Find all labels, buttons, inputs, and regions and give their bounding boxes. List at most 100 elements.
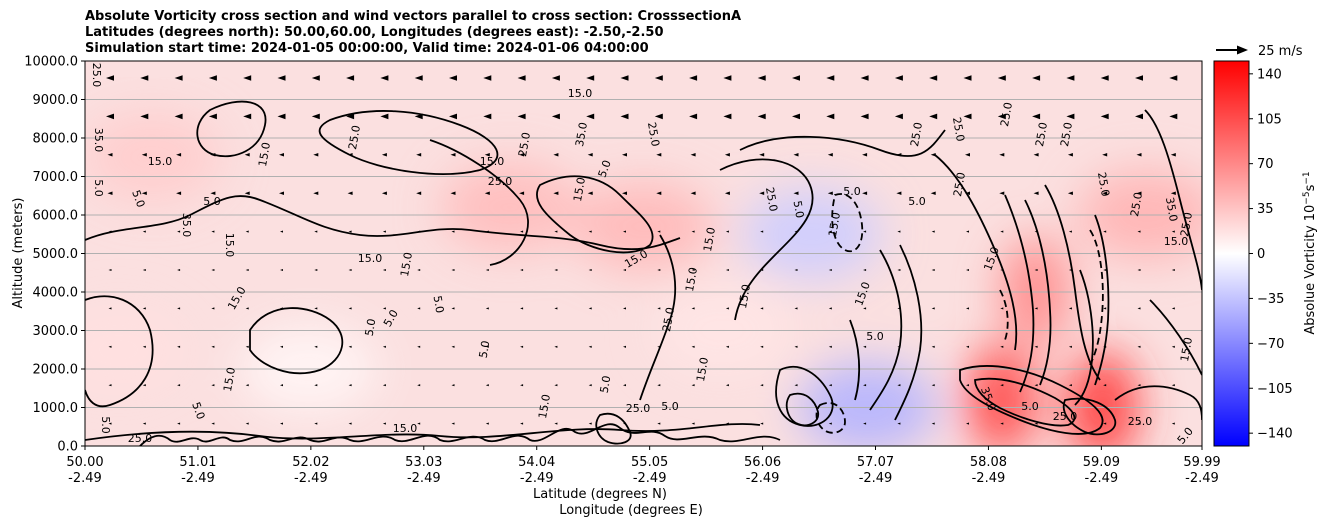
contour-line xyxy=(739,129,946,157)
contour-label-41: 25.0 xyxy=(951,171,968,197)
contour-label-53: 25.0 xyxy=(1128,415,1153,428)
wind-vector-220 xyxy=(1068,307,1072,310)
wind-vector-201 xyxy=(417,307,421,310)
contour-line xyxy=(775,365,834,427)
wind-vector-9 xyxy=(414,75,423,81)
wind-vector-250 xyxy=(1000,345,1004,348)
wind-vector-237 xyxy=(554,345,558,348)
contour-label-9: 15.0 xyxy=(221,366,238,392)
contour-label-28: 25.0 xyxy=(660,306,677,332)
wind-vector-130 xyxy=(177,230,181,233)
wind-vector-267 xyxy=(485,384,489,387)
wind-vector-59 xyxy=(1032,113,1041,120)
contour-line xyxy=(959,365,1104,435)
wind-vector-271 xyxy=(623,384,626,387)
wind-vector-311 xyxy=(897,422,901,425)
wind-vector-72 xyxy=(381,153,387,157)
wind-vector-64 xyxy=(107,153,113,157)
x-tick-label-lat-8: 58.08 xyxy=(970,455,1007,470)
wind-vector-245 xyxy=(828,345,832,348)
wind-vector-286 xyxy=(1137,384,1141,387)
wind-vector-236 xyxy=(520,345,524,348)
wind-vector-135 xyxy=(348,230,352,233)
contour-label-39: 25.0 xyxy=(908,121,925,147)
wind-vector-199 xyxy=(348,307,352,310)
wind-vector-142 xyxy=(588,230,592,233)
colorbar-tick-label-3: −35 xyxy=(1257,292,1284,307)
wind-vector-263 xyxy=(348,384,352,387)
contour-label-40: 25.0 xyxy=(950,116,967,142)
chart-title-line-3: Simulation start time: 2024-01-05 00:00:… xyxy=(85,41,649,56)
wind-vector-209 xyxy=(691,307,695,310)
wind-vector-82 xyxy=(724,153,730,157)
contour-label-42: 25.0 xyxy=(998,101,1015,127)
y-tick-label-7: 7000.0 xyxy=(33,170,79,185)
wind-vector-247 xyxy=(897,345,901,348)
wind-vector-91 xyxy=(1033,153,1039,157)
wind-vector-241 xyxy=(691,345,695,348)
wind-vector-108 xyxy=(519,191,525,195)
wind-vector-14 xyxy=(586,75,595,81)
wind-vector-41 xyxy=(414,113,423,120)
wind-vector-160 xyxy=(108,268,112,272)
contour-label-44: 25.0 xyxy=(1058,121,1075,147)
wind-vector-298 xyxy=(451,422,455,425)
wind-vector-23 xyxy=(894,75,903,81)
wind-vector-40 xyxy=(380,113,389,120)
wind-vector-73 xyxy=(416,153,422,157)
wind-vector-203 xyxy=(485,307,489,310)
y-tick-label-10: 10000.0 xyxy=(24,55,78,70)
wind-vector-0 xyxy=(106,75,114,81)
x-axis-label-longitude: Longitude (degrees E) xyxy=(559,503,703,518)
contour-line xyxy=(1044,184,1101,381)
contour-label-16: 5.0 xyxy=(363,318,379,337)
wind-vector-189 xyxy=(1103,268,1107,272)
wind-vector-52 xyxy=(792,113,800,120)
negative-vorticity-contours xyxy=(815,193,1104,434)
x-tick-label-lat-6: 56.06 xyxy=(744,455,781,470)
wind-vector-71 xyxy=(347,153,353,157)
wind-vector-164 xyxy=(245,268,249,272)
wind-vector-80 xyxy=(656,153,662,157)
wind-vector-257 xyxy=(142,384,146,387)
wind-vector-218 xyxy=(1000,307,1004,310)
wind-vector-54 xyxy=(860,113,869,120)
contour-line xyxy=(831,193,864,253)
wind-vector-94 xyxy=(1136,153,1142,157)
wind-vector-47 xyxy=(620,113,629,120)
wind-vector-204 xyxy=(520,307,524,310)
wind-vector-134 xyxy=(314,230,318,233)
x-tick-label-lon-0: -2.49 xyxy=(68,471,102,486)
contour-label-30: 15.0 xyxy=(701,226,718,252)
wind-vector-79 xyxy=(622,153,627,157)
contour-label-51: 25.0 xyxy=(1178,211,1195,237)
wind-vector-93 xyxy=(1102,153,1108,157)
wind-vector-50 xyxy=(723,113,732,120)
wind-vector-45 xyxy=(551,113,560,120)
wind-vector-26 xyxy=(997,75,1006,81)
wind-vector-297 xyxy=(417,422,421,425)
wind-vector-17 xyxy=(689,75,698,81)
contour-line xyxy=(249,307,344,375)
contour-label-6: 5.0 xyxy=(203,195,221,208)
wind-vector-268 xyxy=(520,384,524,387)
wind-vector-181 xyxy=(828,268,832,272)
wind-vector-178 xyxy=(725,268,729,272)
wind-vector-56 xyxy=(929,113,938,120)
wind-vector-289 xyxy=(142,422,146,425)
x-tick-label-lon-5: -2.49 xyxy=(633,471,667,486)
wind-vector-309 xyxy=(828,422,832,425)
wind-vector-213 xyxy=(828,307,832,310)
wind-vector-308 xyxy=(794,422,798,425)
wind-vector-188 xyxy=(1068,268,1072,272)
x-tick-label-lon-7: -2.49 xyxy=(859,471,893,486)
contour-label-29: 15.0 xyxy=(683,266,700,292)
wind-vector-184 xyxy=(931,268,935,272)
wind-vector-138 xyxy=(451,230,455,233)
contour-line xyxy=(1089,229,1104,366)
contour-label-33: 25.0 xyxy=(763,186,780,212)
wind-vector-269 xyxy=(554,384,558,387)
wind-vector-177 xyxy=(691,268,695,272)
wind-vector-163 xyxy=(211,268,215,272)
wind-vector-180 xyxy=(794,268,798,272)
